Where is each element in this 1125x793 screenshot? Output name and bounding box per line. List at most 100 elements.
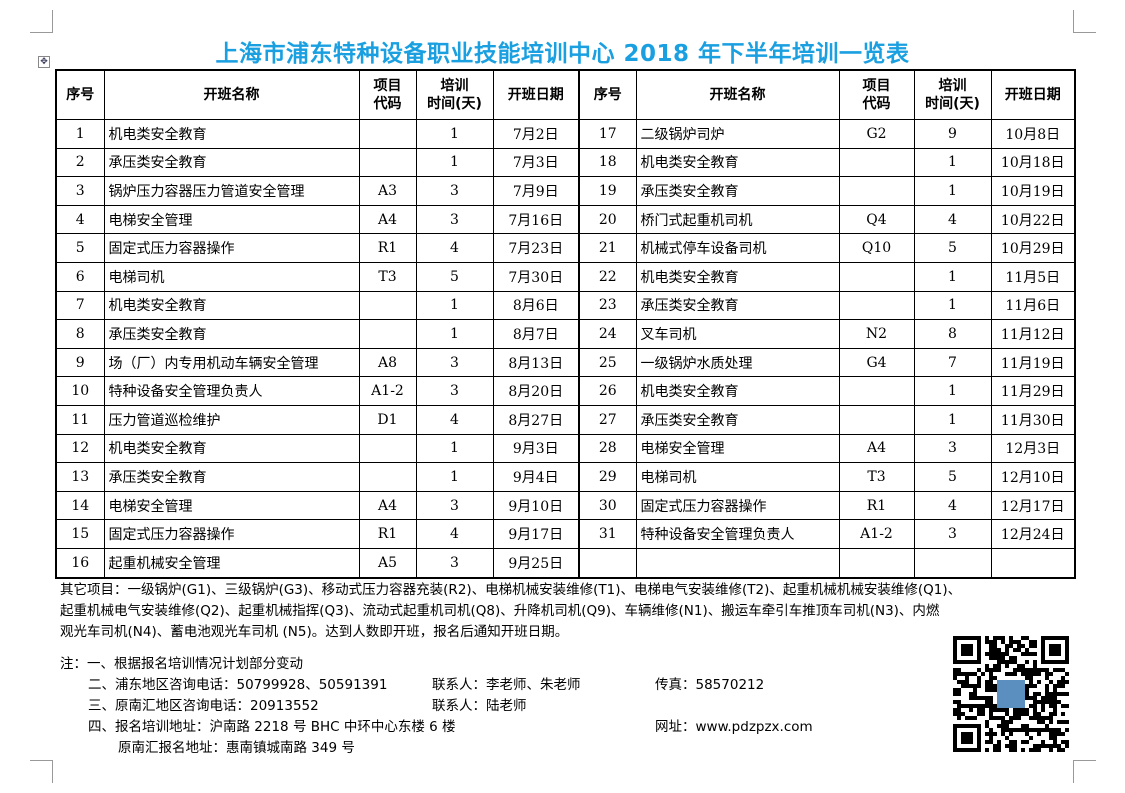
corner-mark [1073,760,1096,783]
course-code: A4 [838,433,915,464]
table-row: 1 机电类安全教育 1 7月2日 17 二级锅炉司炉 G2 9 10月8日 [55,119,1076,149]
course-code [358,433,417,464]
table-row: 11 压力管道巡检维护 D1 4 8月27日 27 承压类安全教育 1 11月30日 [55,404,1076,435]
start-date: 7月2日 [492,119,580,149]
course-name [635,547,840,579]
other-items-line: 其它项目：一级锅炉(G1)、三级锅炉(G3)、移动式压力容器充装(R2)、电梯机… [60,582,962,598]
note-line: 三、原南汇地区咨询电话：20913552 [88,698,319,714]
row-no: 1 [55,119,105,149]
table-row: 16 起重机械安全管理 A5 3 9月25日 [55,547,1076,579]
header-line: 培训 [440,78,469,94]
course-name: 机械式停车设备司机 [635,233,840,263]
start-date: 7月30日 [492,261,580,292]
course-days: 4 [913,204,992,235]
start-date: 10月22日 [990,204,1076,235]
start-date: 8月6日 [492,290,580,321]
other-items-line: 起重机械电气安装维修(Q2)、起重机械指挥(Q3)、流动式起重机司机(Q8)、升… [60,603,940,619]
course-code: G4 [838,347,915,378]
start-date: 10月18日 [990,147,1076,178]
course-code [358,462,417,492]
course-name: 压力管道巡检维护 [103,404,360,435]
course-days: 1 [415,147,494,178]
row-no: 8 [55,319,105,349]
course-code: G2 [838,119,915,149]
start-date: 11月30日 [990,404,1076,435]
course-days: 5 [415,261,494,292]
course-code: D1 [358,404,417,435]
course-days: 1 [415,290,494,321]
table-move-handle-icon[interactable]: ✥ [38,56,50,68]
table-row: 8 承压类安全教育 1 8月7日 24 叉车司机 N2 8 11月12日 [55,319,1076,349]
course-code [838,376,915,406]
row-no: 15 [55,519,105,549]
course-code: T3 [838,462,915,492]
corner-mark [1073,10,1096,33]
start-date: 8月27日 [492,404,580,435]
start-date: 11月6日 [990,290,1076,321]
course-code: N2 [838,319,915,349]
course-days: 4 [415,404,494,435]
course-days: 1 [415,319,494,349]
table-row: 7 机电类安全教育 1 8月6日 23 承压类安全教育 1 11月6日 [55,290,1076,321]
course-days: 3 [415,376,494,406]
table-row: 2 承压类安全教育 1 7月3日 18 机电类安全教育 1 10月18日 [55,147,1076,178]
table-row: 14 电梯安全管理 A4 3 9月10日 30 固定式压力容器操作 R1 4 12月17日 [55,490,1076,521]
course-name: 承压类安全教育 [635,290,840,321]
start-date: 12月10日 [990,462,1076,492]
start-date: 7月23日 [492,233,580,263]
course-days: 1 [913,376,992,406]
course-code [838,261,915,292]
course-code: R1 [358,233,417,263]
table-row: 9 场（厂）内专用机动车辆安全管理 A8 3 8月13日 25 一级锅炉水质处理 G4 7 11月… [55,347,1076,378]
course-code [838,404,915,435]
table-row: 5 固定式压力容器操作 R1 4 7月23日 21 机械式停车设备司机 Q10 5 10月29日 [55,233,1076,263]
course-name: 电梯司机 [635,462,840,492]
header-no: 序号 [55,69,105,120]
header-line: 时间(天) [925,96,980,112]
row-no: 17 [578,119,637,149]
course-name: 承压类安全教育 [635,176,840,206]
row-no: 22 [578,261,637,292]
course-code [358,319,417,349]
note-line: 二、浦东地区咨询电话：50799928、50591391 [88,677,388,693]
course-days: 1 [913,404,992,435]
start-date: 9月3日 [492,433,580,464]
table-row: 4 电梯安全管理 A4 3 7月16日 20 桥门式起重机司机 Q4 4 10月22日 [55,204,1076,235]
start-date: 10月19日 [990,176,1076,206]
course-code: A3 [358,176,417,206]
note-contact: 联系人：李老师、朱老师 [432,677,581,693]
header-line: 代码 [373,96,402,112]
header-line: 项目 [373,78,402,94]
note-website: 网址：www.pdzpzx.com [655,719,813,735]
row-no: 4 [55,204,105,235]
course-code: R1 [838,490,915,521]
row-no: 30 [578,490,637,521]
course-days: 3 [913,519,992,549]
row-no: 3 [55,176,105,206]
row-no: 20 [578,204,637,235]
row-no: 13 [55,462,105,492]
table-body: 1 机电类安全教育 1 7月2日 17 二级锅炉司炉 G2 9 10月8日 2 承压类安全教育 1 7月… [55,119,1076,579]
course-days: 5 [913,233,992,263]
course-days: 4 [913,490,992,521]
table-row: 10 特种设备安全管理负责人 A1-2 3 8月20日 26 机电类安全教育 1 11月29日 [55,376,1076,406]
course-days: 1 [913,261,992,292]
row-no: 26 [578,376,637,406]
start-date: 7月16日 [492,204,580,235]
header-no: 序号 [578,69,637,120]
header-code: 项目 代码 [358,69,417,120]
row-no: 28 [578,433,637,464]
course-name: 桥门式起重机司机 [635,204,840,235]
start-date: 11月19日 [990,347,1076,378]
note-fax: 传真：58570212 [655,677,765,693]
course-name: 承压类安全教育 [103,462,360,492]
table-row: 12 机电类安全教育 1 9月3日 28 电梯安全管理 A4 3 12月3日 [55,433,1076,464]
course-name: 机电类安全教育 [635,376,840,406]
course-code: A5 [358,547,417,579]
header-date: 开班日期 [492,69,580,120]
row-no: 18 [578,147,637,178]
start-date: 9月10日 [492,490,580,521]
course-code [838,290,915,321]
course-name: 电梯安全管理 [635,433,840,464]
